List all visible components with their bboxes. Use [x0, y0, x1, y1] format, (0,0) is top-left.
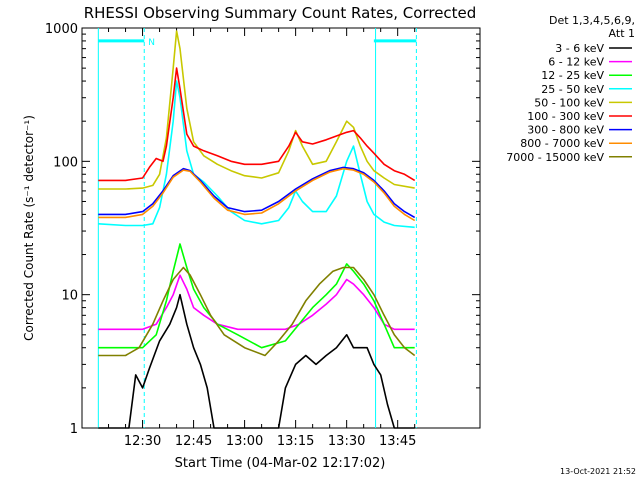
series-line-6	[98, 166, 416, 219]
axes: 12:30 12:45 13:00 13:15 13:30 13:45 1 10 100 1000	[45, 22, 480, 449]
legend-header-line1: Det 1,3,4,5,6,9,	[549, 14, 635, 27]
legend-label-1: 6 - 12 keV	[548, 56, 604, 69]
series-line-7	[98, 167, 416, 222]
series-lines	[98, 30, 416, 429]
x-tick-label-0: 12:30	[124, 434, 161, 449]
x-tick-label-5: 13:45	[379, 434, 416, 449]
series-line-8	[98, 266, 416, 357]
series-line-3	[98, 80, 415, 229]
flags: N	[97, 28, 417, 428]
series-line-5	[98, 67, 416, 182]
y-axis-label: Corrected Count Rate (s⁻¹ detector⁻¹)	[22, 115, 36, 341]
x-tick-label-4: 13:30	[328, 434, 365, 449]
legend-label-8: 7000 - 15000 keV	[506, 151, 604, 164]
series-line-2	[98, 243, 415, 349]
x-tick-label-1: 12:45	[175, 434, 212, 449]
legend-label-6: 300 - 800 keV	[527, 124, 604, 137]
x-axis-label: Start Time (04-Mar-02 12:17:02)	[175, 456, 386, 471]
x-tick-label-3: 13:15	[277, 434, 314, 449]
x-tick-label-2: 13:00	[226, 434, 263, 449]
legend-label-2: 12 - 25 keV	[541, 69, 604, 82]
legend-label-0: 3 - 6 keV	[555, 42, 604, 55]
y-tick-label-2: 100	[53, 155, 78, 170]
y-tick-label-1: 10	[61, 289, 78, 304]
plot-area	[81, 27, 481, 429]
legend-header-line2: Att 1	[609, 27, 635, 40]
plot-frame	[81, 27, 481, 429]
flag-label-0: N	[148, 38, 155, 48]
legend-label-3: 25 - 50 keV	[541, 83, 604, 96]
chart-title: RHESSI Observing Summary Count Rates, Co…	[84, 4, 477, 22]
footer-timestamp: 13-Oct-2021 21:52	[560, 467, 636, 476]
series-line-4	[98, 30, 415, 190]
series-line-0	[98, 293, 415, 429]
legend-label-5: 100 - 300 keV	[527, 110, 604, 123]
legend-label-4: 50 - 100 keV	[534, 96, 604, 109]
y-tick-label-3: 1000	[45, 22, 78, 37]
legend-label-7: 800 - 7000 keV	[520, 137, 604, 150]
y-tick-label-0: 1	[70, 422, 78, 437]
series-line-1	[98, 274, 415, 331]
